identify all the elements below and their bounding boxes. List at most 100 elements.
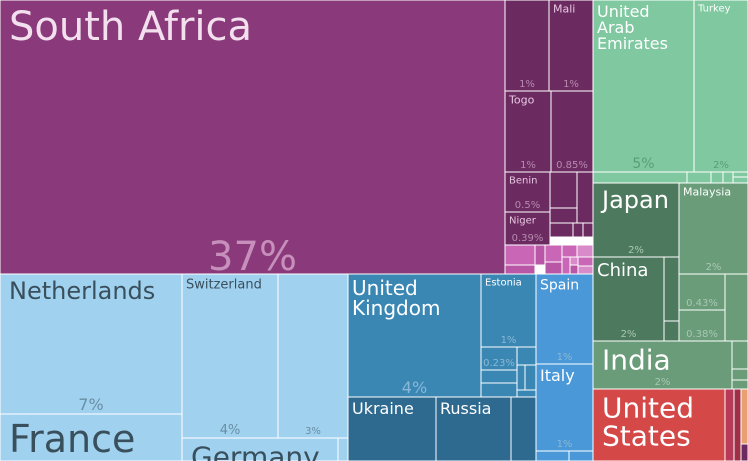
- tile-india: [592, 340, 733, 390]
- tile-label: Niger: [509, 216, 537, 227]
- tile-percent: 0.85%: [556, 160, 588, 171]
- tile-label: India: [602, 344, 671, 377]
- treemap-minor-cell: [731, 340, 748, 370]
- tile-label: Italy: [540, 366, 575, 385]
- tile-label: Russia: [440, 399, 491, 418]
- tile-percent: 1%: [519, 79, 535, 90]
- treemap-minor-cell: [535, 450, 570, 461]
- treemap-minor-cell: [561, 256, 571, 275]
- tile-mali: [548, 0, 594, 92]
- tile-label: Malaysia: [683, 185, 731, 198]
- treemap-minor-cell: [710, 171, 724, 184]
- treemap-minor-cell: [534, 244, 546, 266]
- tile-label: Ukraine: [352, 399, 414, 418]
- treemap-minor-cell: [572, 222, 584, 238]
- tile-percent: 0.23%: [483, 358, 515, 369]
- tile-label: Benin: [509, 176, 537, 187]
- tile-percent: 0.38%: [686, 329, 718, 340]
- tile-percent: 1%: [563, 79, 579, 90]
- tile-switzerland: [181, 273, 279, 439]
- tile-percent: 0.43%: [686, 298, 718, 309]
- tile-percent: 2%: [713, 160, 729, 171]
- treemap-minor-cell: [544, 261, 563, 275]
- treemap-minor-cell: [549, 207, 578, 224]
- treemap-minor-cell: [569, 264, 579, 275]
- tile-percent: 5%: [632, 156, 654, 172]
- treemap-minor-cell: [663, 256, 680, 322]
- tile-label: Germany: [191, 441, 320, 461]
- tile-france: [0, 413, 183, 461]
- treemap-minor-cell: [510, 396, 537, 461]
- tile-percent: 1%: [557, 439, 573, 450]
- treemap-minor-cell: [504, 264, 536, 275]
- treemap-minor-cell: [582, 222, 594, 238]
- tile-country-12: [678, 273, 726, 311]
- treemap-minor-cell: [524, 364, 537, 391]
- tile-malaysia: [678, 182, 748, 275]
- tile-label: Spain: [540, 277, 579, 293]
- tile-label: United States: [602, 392, 694, 453]
- treemap-minor-cell: [724, 388, 735, 461]
- treemap-minor-cell: [576, 244, 594, 258]
- tile-label: China: [597, 260, 648, 281]
- tile-label: United Kingdom: [352, 276, 440, 320]
- tile-percent: 0.5%: [515, 200, 540, 211]
- treemap-minor-cell: [577, 265, 594, 275]
- tile-label: Switzerland: [186, 277, 262, 292]
- treemap-minor-cell: [592, 171, 688, 184]
- tile-percent: 2%: [655, 377, 671, 388]
- tile-label: France: [9, 417, 135, 461]
- treemap-minor-cell: [561, 244, 578, 258]
- tile-netherlands: [0, 273, 183, 415]
- tile-percent: 2%: [621, 329, 637, 340]
- treemap-minor-cell: [516, 389, 537, 398]
- tile-label: South Africa: [9, 4, 252, 50]
- treemap-minor-cell: [337, 437, 349, 461]
- tile-label: Japan: [600, 186, 669, 214]
- tile-percent: 4%: [220, 423, 241, 438]
- treemap-minor-cell: [504, 244, 536, 266]
- tile-ukraine: [347, 396, 437, 461]
- tile-percent: 7%: [78, 395, 103, 414]
- tile-percent: 4%: [402, 378, 427, 397]
- tile-spain: [535, 273, 594, 365]
- tile-label: Turkey: [697, 4, 731, 15]
- treemap-minor-cell: [732, 176, 748, 184]
- treemap-minor-cell: [577, 256, 594, 267]
- treemap-minor-cell: [724, 273, 748, 342]
- tile-percent: 1%: [557, 352, 573, 363]
- treemap-minor-cell: [544, 244, 563, 263]
- tile-percent: 2%: [706, 262, 722, 273]
- treemap-minor-cell: [568, 450, 594, 461]
- tile-south-africa: [0, 0, 506, 275]
- tile-percent: 3%: [305, 426, 321, 437]
- tile-country-18: [277, 273, 349, 439]
- tile-label: Mali: [553, 2, 575, 15]
- tile-benin: [504, 171, 551, 213]
- treemap-minor-cell: [549, 171, 578, 209]
- tile-percent: 1%: [501, 335, 517, 346]
- tile-country-13: [678, 309, 726, 342]
- treemap-minor-cell: [722, 171, 734, 184]
- treemap-minor-cell: [732, 171, 748, 178]
- treemap-minor-cell: [740, 388, 748, 445]
- treemap-minor-cell: [569, 256, 579, 266]
- treemap-minor-cell: [731, 379, 748, 390]
- tile-united-kingdom: [347, 273, 482, 398]
- tile-label: United Arab Emirates: [597, 2, 668, 53]
- tile-label: Netherlands: [9, 277, 155, 305]
- treemap-minor-cell: [663, 320, 680, 342]
- tile-united-states: [592, 388, 726, 461]
- treemap-minor-cell: [576, 171, 594, 224]
- treemap-minor-cell: [480, 369, 518, 384]
- treemap-minor-cell: [516, 346, 537, 366]
- tile-percent: 2%: [628, 245, 644, 256]
- treemap-minor-cell: [740, 443, 748, 461]
- treemap-minor-cell: [686, 171, 712, 184]
- tile-country-2: [504, 0, 550, 92]
- tile-percent: 37%: [208, 234, 297, 280]
- tile-label: Togo: [508, 93, 535, 106]
- treemap-minor-cell: [733, 388, 742, 461]
